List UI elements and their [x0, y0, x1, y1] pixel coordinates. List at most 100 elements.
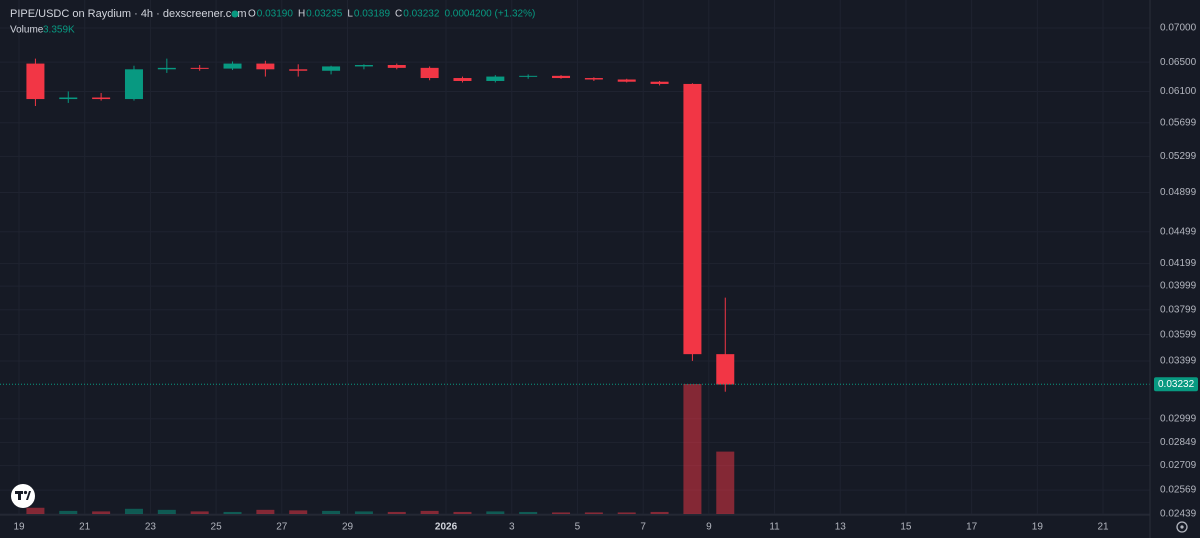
candle-body	[124, 69, 143, 100]
volume-bar	[26, 507, 45, 514]
x-tick-label: 15	[900, 522, 912, 533]
volume-bar	[256, 509, 275, 514]
candle-body	[354, 65, 373, 67]
y-tick-label: 0.02999	[1160, 413, 1197, 424]
y-tick-label: 0.02569	[1160, 485, 1197, 496]
volume-bar	[617, 512, 636, 514]
y-tick-label: 0.02709	[1160, 460, 1197, 471]
volume-bar	[519, 511, 538, 514]
volume-bar	[552, 512, 571, 514]
x-tick-label: 27	[276, 522, 288, 533]
x-tick-label: 17	[966, 522, 978, 533]
x-tick-label: 29	[342, 522, 354, 533]
y-tick-label: 0.06500	[1160, 57, 1197, 68]
candle-body	[584, 78, 603, 80]
candle-body	[420, 67, 439, 79]
candle-body	[256, 63, 275, 70]
candle-body	[322, 66, 341, 71]
candle-body	[26, 63, 45, 100]
y-tick-label: 0.04899	[1160, 187, 1197, 198]
candle-body	[486, 76, 505, 81]
y-tick-label: 0.05699	[1160, 117, 1197, 128]
x-tick-label: 11	[769, 522, 780, 533]
x-tick-label: 5	[575, 522, 581, 533]
candle-body	[617, 79, 636, 82]
candle-body	[157, 67, 176, 70]
y-tick-label: 0.07000	[1160, 23, 1197, 34]
volume-bar	[124, 508, 143, 514]
settings-button[interactable]	[1176, 521, 1188, 533]
legend-value: 0.03235	[306, 9, 343, 20]
y-tick-label: 0.06100	[1160, 86, 1197, 97]
x-tick-label: 9	[706, 522, 712, 533]
marks	[0, 58, 1150, 514]
volume-label: Volume	[10, 25, 44, 36]
volume-bar	[223, 511, 242, 514]
candle-body	[387, 65, 406, 68]
volume-bar	[420, 510, 439, 514]
candle-body	[59, 97, 78, 100]
volume-bar	[190, 511, 209, 514]
y-tick-label: 0.04499	[1160, 226, 1197, 237]
y-tick-label: 0.02849	[1160, 437, 1197, 448]
x-tick-label: 3	[509, 522, 515, 533]
x-tick-label: 21	[1097, 522, 1109, 533]
volume-bar	[92, 511, 111, 514]
x-tick-label: 13	[835, 522, 847, 533]
volume-bar	[453, 511, 472, 514]
legend-key: H	[298, 9, 305, 20]
y-tick-label: 0.04199	[1160, 258, 1197, 269]
candle-body	[190, 67, 209, 69]
candle-body	[683, 83, 702, 355]
volume-value: 3.359K	[43, 25, 75, 36]
x-tick-label: 23	[145, 522, 157, 533]
candle-body	[519, 75, 538, 77]
x-tick-label: 19	[13, 522, 25, 533]
volume-bar	[354, 511, 373, 514]
last-price-label: 0.03232	[1158, 379, 1195, 390]
x-tick-label: 19	[1032, 522, 1044, 533]
y-tick-label: 0.03399	[1160, 356, 1197, 367]
volume-bar	[322, 510, 341, 514]
volume-bar	[683, 384, 702, 514]
ohlc-legend: O 0.03190 H 0.03235 L 0.03189 C 0.03232 0.000420…	[248, 9, 535, 20]
volume-bar	[716, 451, 735, 514]
y-tick-label: 0.03999	[1160, 281, 1197, 292]
tradingview-logo	[11, 484, 35, 508]
y-tick-label: 0.03599	[1160, 329, 1197, 340]
legend-key: C	[395, 9, 402, 20]
candle-body	[223, 63, 242, 69]
candle-body	[650, 81, 669, 84]
volume-bar	[157, 509, 176, 514]
legend-value: 0.03190	[257, 9, 294, 20]
candle-body	[716, 354, 735, 385]
legend-value: 0.03232	[403, 9, 440, 20]
y-tick-label: 0.05299	[1160, 151, 1197, 162]
x-tick-label: 25	[211, 522, 223, 533]
y-tick-label: 0.02439	[1160, 509, 1197, 520]
volume-bar	[59, 510, 78, 514]
status-dot	[231, 10, 239, 18]
volume-bar	[289, 510, 308, 514]
chart-title: PIPE/USDC on Raydium · 4h · dexscreener.…	[10, 8, 247, 20]
candle-body	[289, 69, 308, 71]
legend-value: 0.03189	[354, 9, 391, 20]
last-price-box	[1154, 377, 1198, 392]
x-tick-label: 7	[640, 522, 646, 533]
candle-body	[552, 75, 571, 79]
candle-body	[453, 78, 472, 81]
legend-change: 0.0004200 (+1.32%)	[444, 9, 535, 20]
x-tick-label: 2026	[435, 522, 458, 533]
volume-bar	[650, 511, 669, 514]
grid	[0, 0, 1150, 515]
volume-bar	[387, 511, 406, 514]
volume-bar	[486, 511, 505, 514]
y-tick-label: 0.03799	[1160, 304, 1197, 315]
legend-key: O	[248, 9, 256, 20]
legend-key: L	[347, 9, 353, 20]
candle-body	[92, 97, 111, 100]
x-tick-label: 21	[79, 522, 91, 533]
